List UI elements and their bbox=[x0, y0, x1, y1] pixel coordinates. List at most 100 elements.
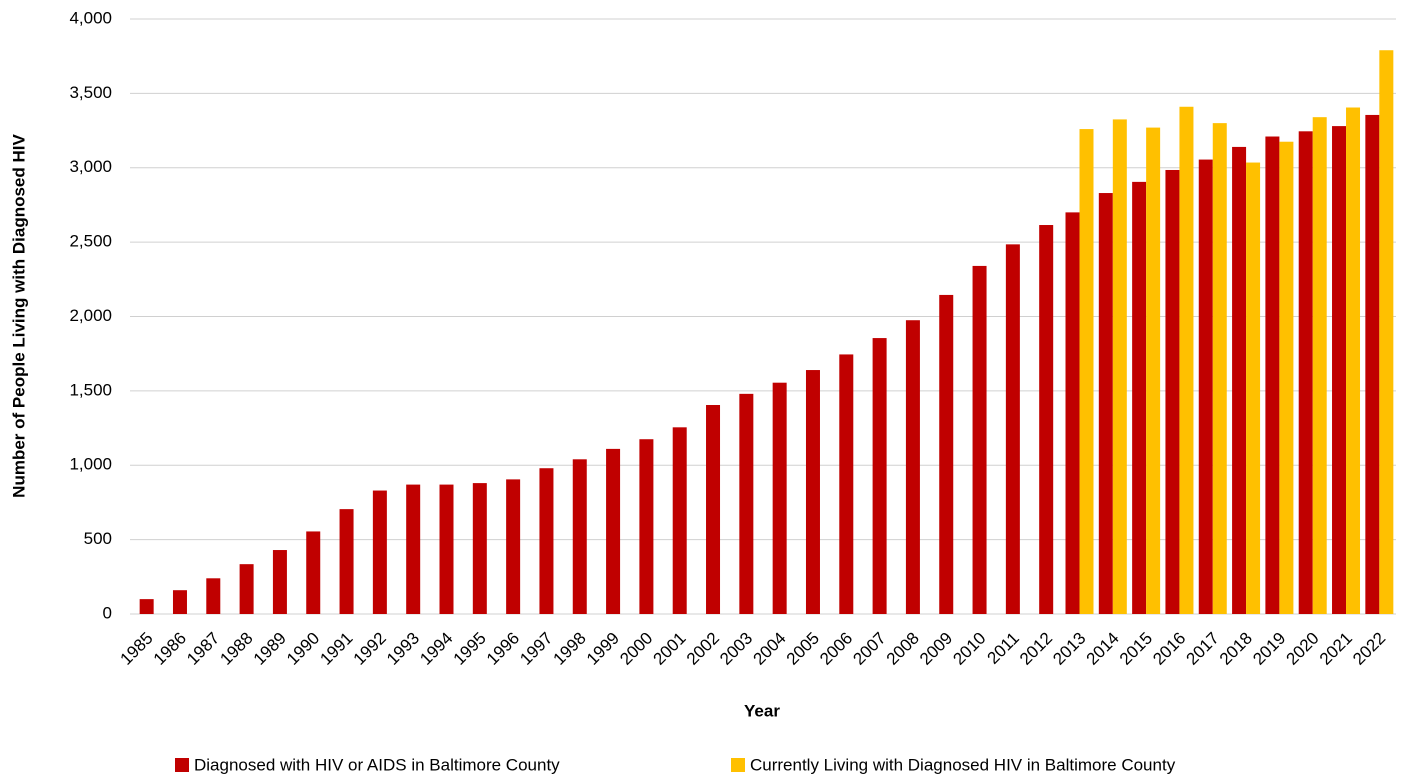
bar bbox=[1265, 136, 1280, 614]
bar bbox=[1232, 146, 1247, 615]
y-tick-label: 4,000 bbox=[69, 8, 112, 27]
y-tick-label: 2,500 bbox=[69, 232, 112, 251]
bar bbox=[1312, 117, 1327, 615]
bar bbox=[1346, 107, 1361, 614]
bar bbox=[672, 427, 687, 614]
bar bbox=[472, 483, 487, 614]
y-tick-label: 1,000 bbox=[69, 455, 112, 474]
y-axis-title: Number of People Living with Diagnosed H… bbox=[9, 134, 28, 498]
bar bbox=[1079, 129, 1094, 614]
x-tick-label: 1991 bbox=[316, 629, 356, 669]
x-tick-label: 2004 bbox=[749, 629, 789, 669]
bar bbox=[1379, 50, 1394, 615]
bar bbox=[1039, 225, 1054, 615]
bar bbox=[272, 550, 287, 614]
bar bbox=[1298, 131, 1313, 614]
bar bbox=[139, 599, 154, 614]
legend-swatch bbox=[175, 758, 189, 772]
x-tick-label: 1985 bbox=[116, 629, 156, 669]
bar bbox=[772, 382, 787, 614]
x-tick-label: 2018 bbox=[1216, 629, 1256, 669]
x-tick-label: 1986 bbox=[150, 629, 190, 669]
y-tick-label: 0 bbox=[103, 603, 112, 622]
bar bbox=[1198, 159, 1213, 614]
x-tick-label: 2011 bbox=[984, 629, 1023, 668]
bar bbox=[1098, 193, 1113, 614]
x-tick-label: 2017 bbox=[1183, 629, 1223, 669]
bar bbox=[872, 338, 887, 614]
y-tick-label: 3,000 bbox=[69, 157, 112, 176]
x-tick-label: 1987 bbox=[183, 629, 223, 669]
bar bbox=[206, 578, 221, 614]
y-tick-label: 3,500 bbox=[69, 83, 112, 102]
legend-swatch bbox=[731, 758, 745, 772]
x-tick-label: 1996 bbox=[483, 629, 523, 669]
x-tick-label: 2009 bbox=[916, 629, 956, 669]
bar bbox=[439, 484, 454, 614]
bar bbox=[572, 459, 587, 614]
legend-label: Currently Living with Diagnosed HIV in B… bbox=[750, 755, 1176, 774]
bar bbox=[1332, 126, 1347, 614]
x-tick-label: 1992 bbox=[350, 629, 390, 669]
x-tick-label: 2014 bbox=[1083, 629, 1123, 669]
bar bbox=[606, 448, 621, 614]
bar bbox=[372, 490, 387, 614]
x-tick-label: 1993 bbox=[383, 629, 423, 669]
bar bbox=[1132, 181, 1147, 614]
x-tick-label: 2000 bbox=[616, 629, 656, 669]
bar bbox=[1365, 114, 1380, 614]
x-tick-label: 1989 bbox=[250, 629, 290, 669]
x-tick-label: 2002 bbox=[683, 629, 723, 669]
x-tick-label: 1995 bbox=[450, 629, 490, 669]
x-tick-label: 2006 bbox=[816, 629, 856, 669]
x-tick-label: 2010 bbox=[949, 629, 989, 669]
bar bbox=[739, 393, 754, 614]
bar bbox=[406, 484, 421, 614]
x-tick-label: 1988 bbox=[216, 629, 256, 669]
legend-label: Diagnosed with HIV or AIDS in Baltimore … bbox=[194, 755, 560, 774]
bar bbox=[1065, 212, 1080, 614]
bar bbox=[1212, 123, 1227, 614]
bar bbox=[172, 590, 187, 614]
bar bbox=[972, 265, 987, 614]
x-tick-label: 1997 bbox=[516, 629, 556, 669]
x-tick-label: 2012 bbox=[1016, 629, 1056, 669]
x-tick-label: 1998 bbox=[550, 629, 590, 669]
bar bbox=[905, 320, 920, 614]
x-tick-label: 2001 bbox=[650, 629, 690, 669]
x-axis-title: Year bbox=[744, 701, 780, 720]
x-tick-label: 2003 bbox=[716, 629, 756, 669]
bar bbox=[706, 405, 721, 614]
bar bbox=[805, 370, 820, 614]
x-tick-label: 2020 bbox=[1283, 629, 1323, 669]
bar bbox=[1005, 244, 1020, 614]
bar bbox=[306, 531, 321, 614]
y-tick-label: 500 bbox=[84, 529, 112, 548]
bar bbox=[339, 509, 354, 614]
bar bbox=[1179, 106, 1194, 614]
x-tick-label: 2013 bbox=[1049, 629, 1089, 669]
bar bbox=[1165, 169, 1180, 614]
bar bbox=[839, 354, 854, 614]
y-tick-label: 2,000 bbox=[69, 306, 112, 325]
x-tick-label: 1990 bbox=[283, 629, 323, 669]
x-tick-label: 2005 bbox=[783, 629, 823, 669]
bar bbox=[239, 564, 254, 614]
bar bbox=[939, 294, 954, 614]
x-tick-label: 2015 bbox=[1116, 629, 1156, 669]
bar bbox=[506, 479, 521, 614]
x-tick-label: 2019 bbox=[1249, 629, 1289, 669]
x-tick-label: 2007 bbox=[849, 629, 889, 669]
bar bbox=[1246, 162, 1261, 614]
x-tick-label: 1994 bbox=[416, 629, 456, 669]
x-tick-label: 1999 bbox=[583, 629, 623, 669]
bar bbox=[1146, 127, 1161, 615]
bar bbox=[1279, 141, 1294, 614]
y-tick-label: 1,500 bbox=[69, 380, 112, 399]
x-tick-label: 2021 bbox=[1316, 629, 1356, 669]
x-tick-label: 2022 bbox=[1349, 629, 1389, 669]
x-tick-label: 2016 bbox=[1149, 629, 1189, 669]
bar bbox=[639, 439, 654, 614]
x-tick-label: 2008 bbox=[883, 629, 923, 669]
